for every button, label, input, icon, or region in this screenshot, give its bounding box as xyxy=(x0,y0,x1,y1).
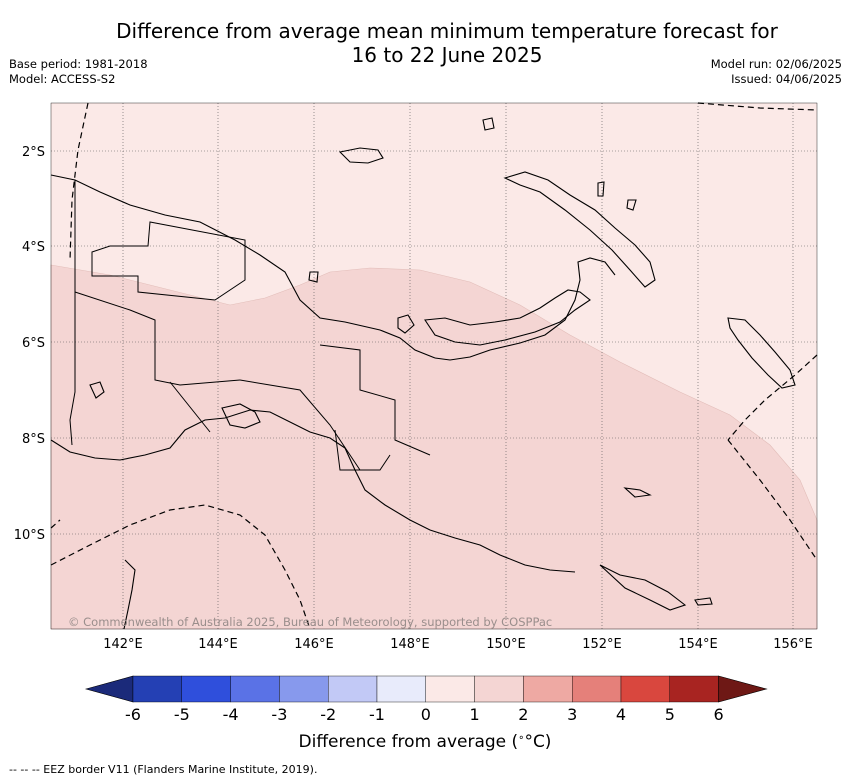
colorbar-cell xyxy=(132,675,182,703)
colorbar-tick-label: 5 xyxy=(665,705,675,724)
lon-label: 142°E xyxy=(103,637,143,652)
meta-right: Model run: 02/06/2025 Issued: 04/06/2025 xyxy=(711,57,842,87)
lat-label: 2°S xyxy=(22,145,45,160)
colorbar-tick-label: -6 xyxy=(125,705,141,724)
colorbar-ticks: -6 -5 -4 -3 -2 -1 0 1 2 3 4 5 6 xyxy=(125,705,724,724)
colorbar-tick-label: 4 xyxy=(616,705,626,724)
colorbar-label-unit: °C) xyxy=(524,732,552,752)
colorbar-tick-label: -3 xyxy=(271,705,287,724)
colorbar-label: Difference from average (∘°C) xyxy=(298,732,552,752)
lat-label: 10°S xyxy=(14,528,45,543)
lon-label: 144°E xyxy=(198,637,238,652)
colorbar-cell xyxy=(425,675,475,703)
base-period: Base period: 1981-2018 xyxy=(9,57,148,71)
title-line-2: 16 to 22 June 2025 xyxy=(351,43,543,67)
anomaly-field-darker xyxy=(50,264,818,630)
lon-labels: 142°E 144°E 146°E 148°E 150°E 152°E 154°… xyxy=(103,637,813,652)
colorbar-label-text: Difference from average ( xyxy=(298,732,519,752)
colorbar-cell xyxy=(376,675,426,703)
meta-left: Base period: 1981-2018 Model: ACCESS-S2 xyxy=(9,57,148,87)
issued-date: Issued: 04/06/2025 xyxy=(731,72,842,86)
colorbar xyxy=(84,675,768,703)
colorbar-tick-label: 6 xyxy=(714,705,724,724)
colorbar-cell xyxy=(279,675,329,703)
lat-label: 6°S xyxy=(22,336,45,351)
lat-labels: 2°S 4°S 6°S 8°S 10°S xyxy=(14,145,45,543)
eez-borders xyxy=(50,102,818,630)
colorbar-tick-label: 3 xyxy=(567,705,577,724)
coastlines xyxy=(50,117,796,630)
colorbar-cell xyxy=(181,675,231,703)
colorbar-extend-low xyxy=(84,675,134,703)
colorbar-tick-label: -2 xyxy=(320,705,336,724)
colorbar-cell xyxy=(474,675,524,703)
lon-label: 150°E xyxy=(486,637,526,652)
colorbar-cell xyxy=(523,675,573,703)
chart-title: Difference from average mean minimum tem… xyxy=(0,19,850,67)
colorbar-tick-label: -1 xyxy=(369,705,385,724)
model-run: Model run: 02/06/2025 xyxy=(710,57,842,71)
colorbar-tick-label: 2 xyxy=(518,705,528,724)
colorbar-cell xyxy=(669,675,719,703)
colorbar-tick-label: 0 xyxy=(421,705,431,724)
colorbar-tick-label: -4 xyxy=(223,705,239,724)
title-line-1: Difference from average mean minimum tem… xyxy=(116,19,778,43)
colorbar-tick-label: -5 xyxy=(174,705,190,724)
model-name: Model: ACCESS-S2 xyxy=(9,72,116,86)
lat-label: 4°S xyxy=(22,240,45,255)
colorbar-cell xyxy=(572,675,622,703)
copyright-notice: © Commonwealth of Australia 2025, Bureau… xyxy=(68,615,552,629)
colorbar-extend-high xyxy=(718,675,768,703)
colorbar-cell xyxy=(230,675,280,703)
lon-label: 156°E xyxy=(773,637,813,652)
lon-label: 154°E xyxy=(678,637,718,652)
borders xyxy=(69,180,431,471)
lon-label: 152°E xyxy=(582,637,622,652)
lat-label: 8°S xyxy=(22,432,45,447)
lon-label: 146°E xyxy=(294,637,334,652)
map-frame xyxy=(50,102,818,630)
eez-legend-note: -- -- -- EEZ border V11 (Flanders Marine… xyxy=(9,763,318,776)
lon-label: 148°E xyxy=(390,637,430,652)
colorbar-cell xyxy=(328,675,378,703)
colorbar-cell xyxy=(620,675,670,703)
graticule xyxy=(51,103,817,629)
colorbar-tick-label: 1 xyxy=(470,705,480,724)
